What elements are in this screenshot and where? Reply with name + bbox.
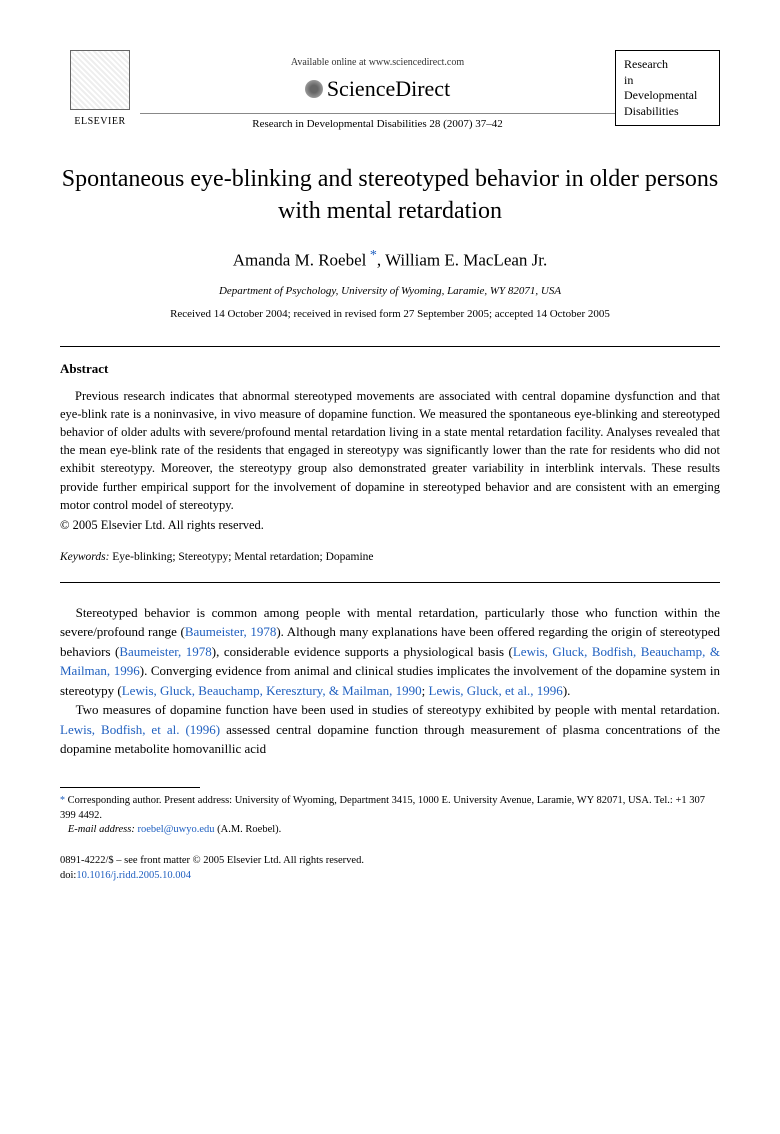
body-text: ). [563,683,571,698]
issn-block: 0891-4222/$ – see front matter © 2005 El… [60,854,720,883]
sciencedirect-icon [305,80,323,98]
corresponding-star-icon: * [366,248,377,263]
keywords-label: Keywords: [60,551,109,563]
article-dates: Received 14 October 2004; received in re… [60,306,720,323]
abstract-text: Previous research indicates that abnorma… [60,387,720,514]
citation-link[interactable]: Baumeister, 1978 [185,624,277,639]
page-header: ELSEVIER Available online at www.science… [60,50,720,133]
affiliation: Department of Psychology, University of … [60,283,720,300]
email-link[interactable]: roebel@uwyo.edu [137,824,214,835]
journal-reference: Research in Developmental Disabilities 2… [140,116,615,133]
corresponding-footnote: * Corresponding author. Present address:… [60,794,720,823]
keywords-line: Keywords: Eye-blinking; Stereotypy; Ment… [60,549,720,566]
publisher-label: ELSEVIER [74,114,125,129]
journal-box-line: Research [624,57,711,73]
body-text: ; [422,683,429,698]
journal-box-line: in [624,73,711,89]
author-name: William E. MacLean Jr. [385,251,547,270]
body-text: Two measures of dopamine function have b… [76,702,720,717]
author-list: Amanda M. Roebel *, William E. MacLean J… [60,245,720,273]
center-header: Available online at www.sciencedirect.co… [140,50,615,133]
footnote-text: Corresponding author. Present address: U… [60,795,705,821]
section-rule [60,346,720,347]
journal-title-box: Research in Developmental Disabilities [615,50,720,126]
doi-link[interactable]: 10.1016/j.ridd.2005.10.004 [76,870,191,881]
elsevier-logo [70,50,130,110]
available-online-text: Available online at www.sciencedirect.co… [140,55,615,70]
article-title: Spontaneous eye-blinking and stereotyped… [60,163,720,228]
author-name: Amanda M. Roebel [233,251,367,270]
email-footnote: E-mail address: roebel@uwyo.edu (A.M. Ro… [60,823,720,838]
footnote-rule [60,787,200,788]
publisher-block: ELSEVIER [60,50,140,129]
sciencedirect-text: ScienceDirect [327,72,450,105]
abstract-copyright: © 2005 Elsevier Ltd. All rights reserved… [60,516,720,535]
footnote-star-icon: * [60,795,65,806]
abstract-heading: Abstract [60,359,720,379]
email-author: (A.M. Roebel). [217,824,281,835]
journal-box-line: Disabilities [624,104,711,120]
citation-link[interactable]: Baumeister, 1978 [119,644,211,659]
citation-link[interactable]: Lewis, Bodfish, et al. (1996) [60,722,220,737]
body-text: ), considerable evidence supports a phys… [212,644,513,659]
sciencedirect-brand: ScienceDirect [140,72,615,105]
journal-box-line: Developmental [624,88,711,104]
section-rule [60,582,720,583]
email-label: E-mail address: [68,824,135,835]
issn-line: 0891-4222/$ – see front matter © 2005 El… [60,854,720,869]
doi-label: doi: [60,870,76,881]
citation-link[interactable]: Lewis, Gluck, et al., 1996 [429,683,563,698]
body-paragraph: Stereotyped behavior is common among peo… [60,603,720,701]
citation-link[interactable]: Lewis, Gluck, Beauchamp, Keresztury, & M… [122,683,422,698]
doi-line: doi:10.1016/j.ridd.2005.10.004 [60,869,720,884]
body-paragraph: Two measures of dopamine function have b… [60,700,720,759]
keywords-text: Eye-blinking; Stereotypy; Mental retarda… [112,551,373,563]
header-rule [140,113,615,114]
